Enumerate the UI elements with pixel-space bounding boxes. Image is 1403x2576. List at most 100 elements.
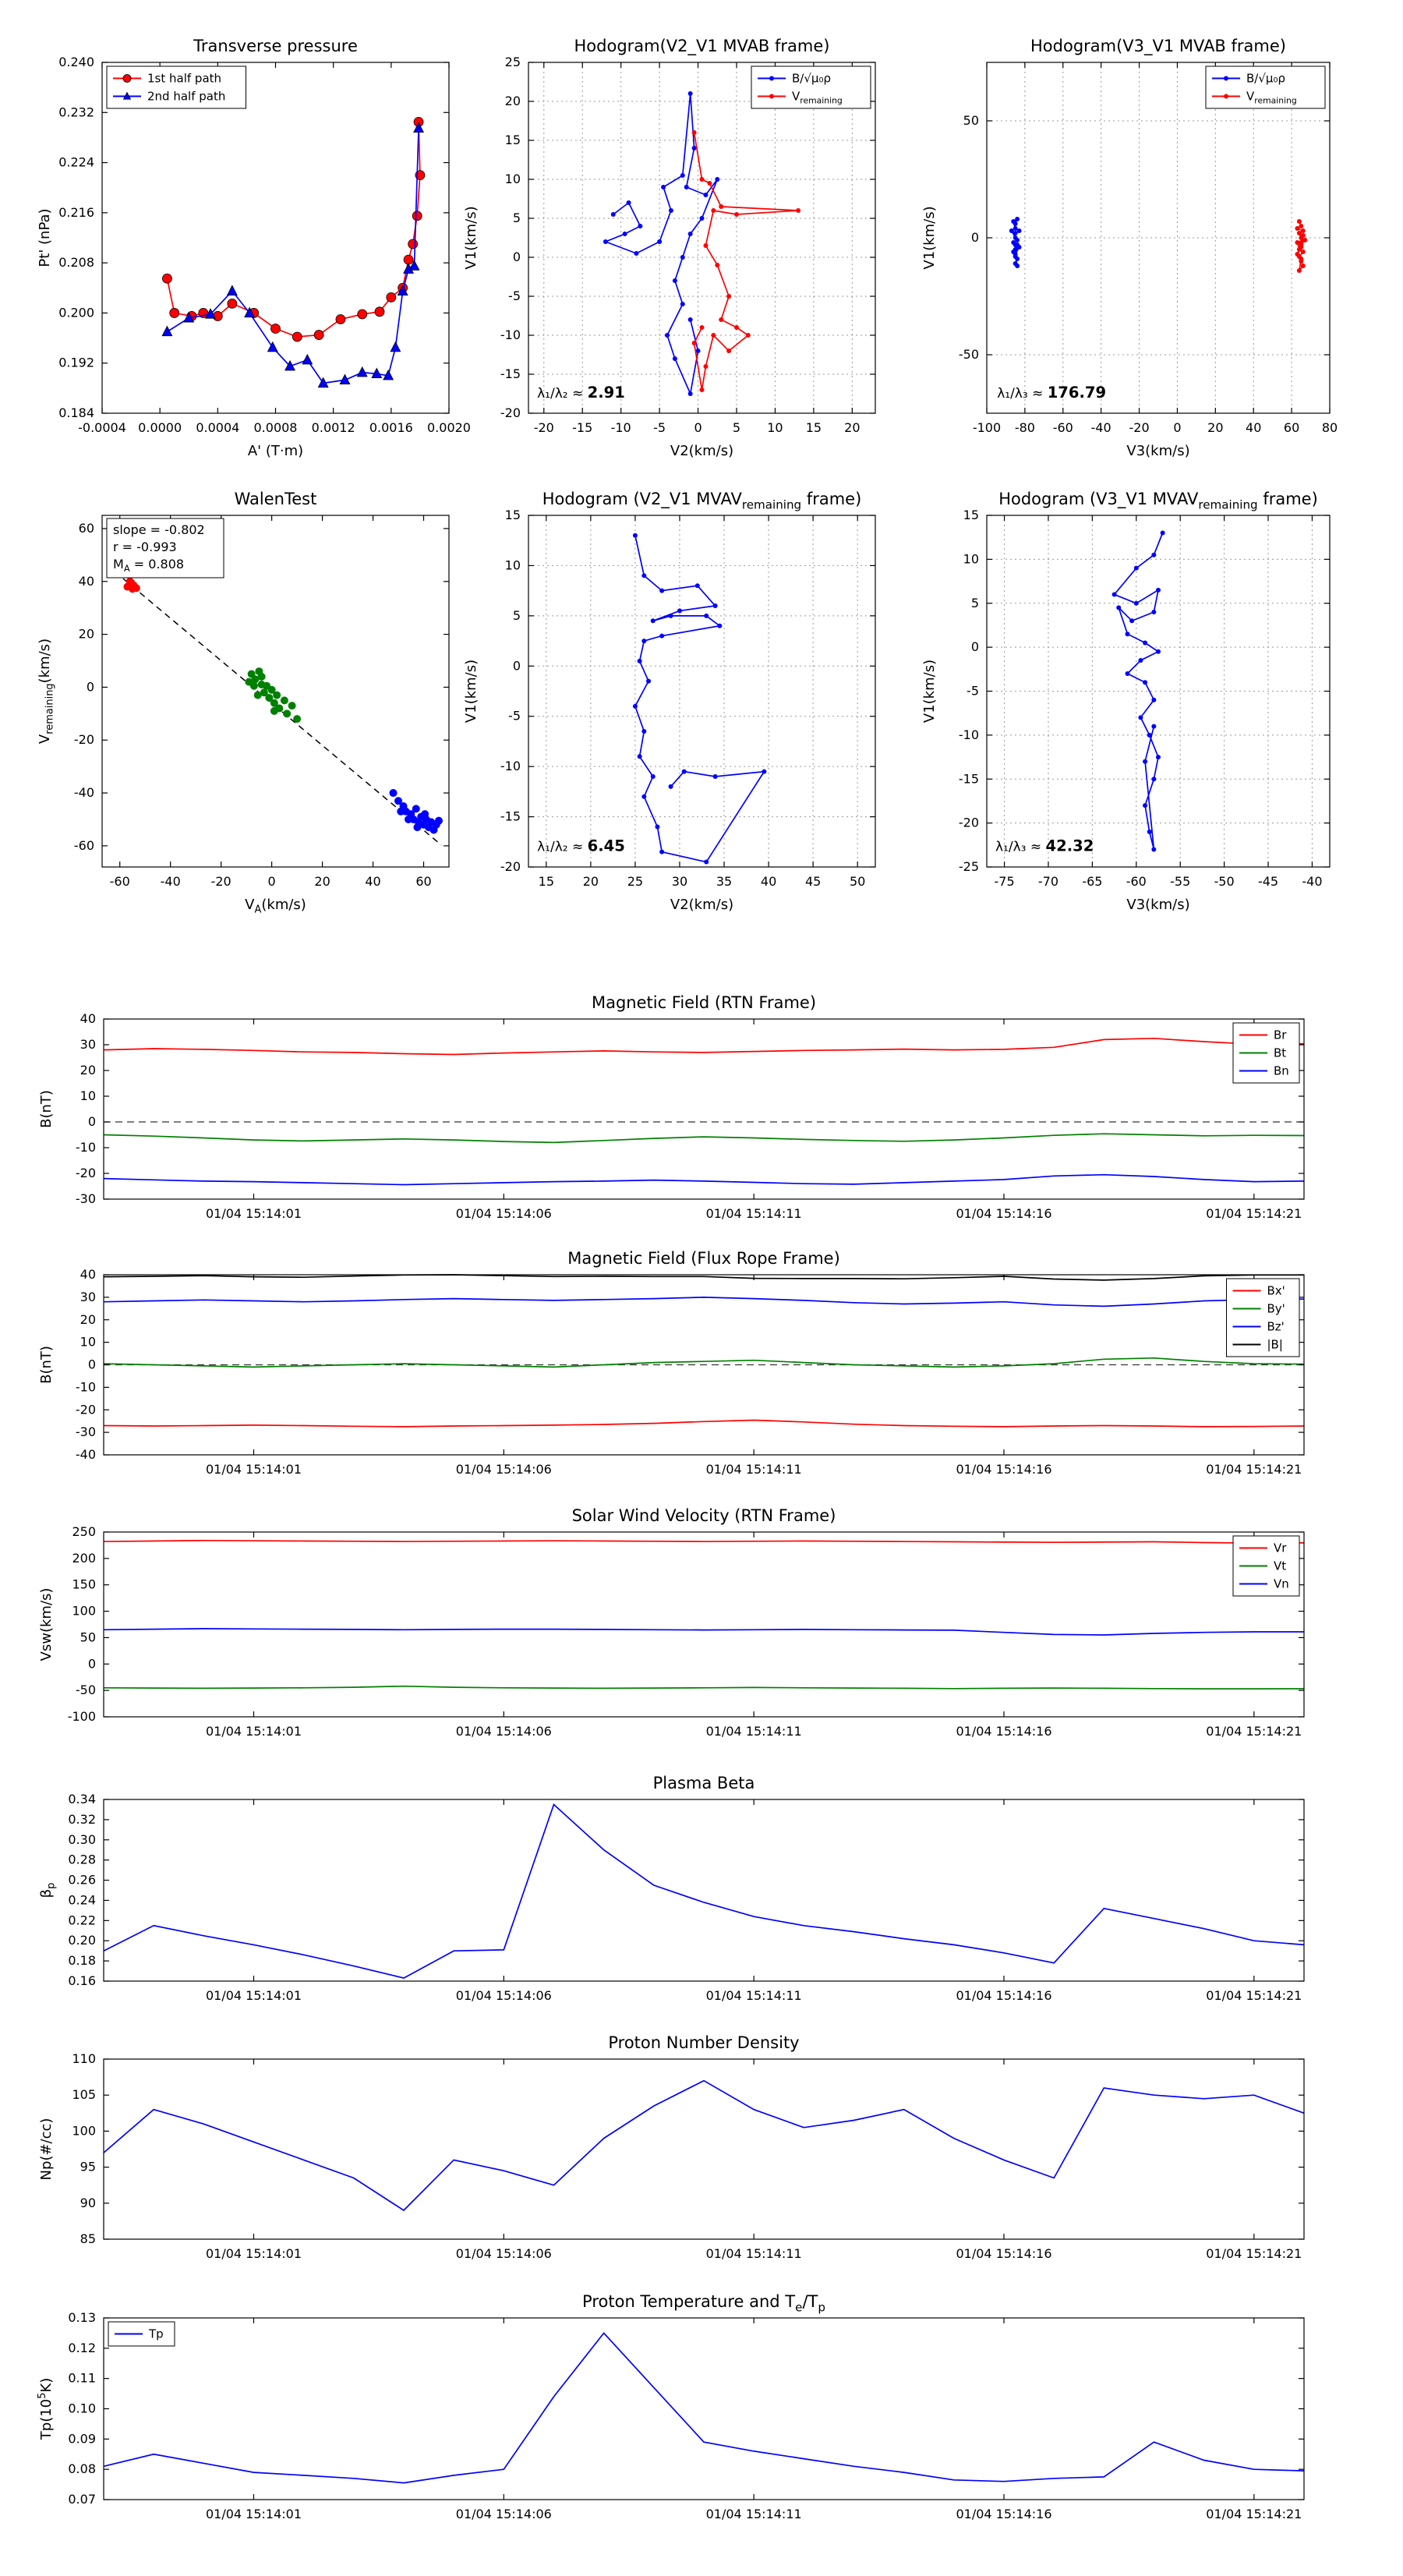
info-box (106, 518, 224, 579)
x-tick-label: 15 (806, 420, 822, 435)
x-tick-label: -5 (653, 420, 666, 435)
y-tick-label: -30 (76, 1424, 96, 1439)
y-tick-label: 0.224 (58, 155, 94, 170)
y-tick-label: 0 (513, 249, 521, 264)
x-axis-label: V2(km/s) (670, 443, 733, 459)
series-v-remaining (691, 130, 801, 392)
y-tick-label: -5 (508, 709, 521, 724)
title-hodogram-v2v1-mvav: Hodogram (V2_V1 MVAVremaining frame) (542, 490, 862, 511)
y-tick-label: 0.24 (68, 1892, 96, 1907)
title-magnetic-field-flux-rope: Magnetic Field (Flux Rope Frame) (567, 1249, 840, 1268)
x-tick-label: 0.0020 (427, 420, 471, 435)
y-tick-label: 0.22 (68, 1913, 96, 1927)
annotation: λ₁/λ₂ ≈ 2.91 (537, 384, 625, 402)
panel-solar-wind-velocity-rtn: 01/04 15:14:01 01/04 15:14:06 01/04 15:14:… (38, 1506, 1305, 1739)
y-tick-label: 0.18 (68, 1953, 96, 1968)
title-proton-number-density: Proton Number Density (608, 2033, 799, 2052)
series-vr (103, 1539, 1305, 1545)
y-tick-label: -20 (500, 405, 521, 420)
y-tick-label: 5 (971, 596, 979, 610)
x-tick-label: 25 (627, 874, 643, 889)
y-tick-label: 0.216 (58, 205, 94, 220)
info-box-line: r = -0.993 (113, 540, 177, 554)
y-tick-label: 20 (80, 1063, 96, 1077)
y-tick-label: -10 (76, 1140, 96, 1155)
panel-magnetic-field-rtn: 01/04 15:14:01 01/04 15:14:06 01/04 15:14:… (38, 993, 1305, 1221)
y-tick-label: -40 (74, 785, 94, 800)
y-tick-label: -25 (959, 859, 979, 874)
y-tick-label: 0.208 (58, 255, 94, 270)
y-axis-label: B(nT) (38, 1346, 55, 1384)
y-axis-label: Vremaining(km/s) (37, 639, 56, 744)
x-tick-label: 01/04 15:14:21 (1206, 1462, 1302, 1477)
y-axis-label: V1(km/s) (463, 660, 479, 723)
legend-solar-wind-velocity-rtn: Vr Vt Vn (1232, 1535, 1300, 1597)
x-tick-label: 45 (805, 874, 821, 889)
legend-label: By' (1267, 1302, 1285, 1316)
y-tick-label: -5 (508, 288, 521, 303)
y-tick-label: 15 (505, 133, 521, 147)
annotation: λ₁/λ₃ ≈ 176.79 (997, 384, 1106, 402)
x-tick-label: -40 (1302, 874, 1322, 889)
y-tick-label: -20 (76, 1166, 96, 1180)
y-tick-label: 40 (80, 1011, 96, 1026)
y-tick-label: 50 (80, 1629, 96, 1644)
y-axis-label: V1(km/s) (921, 660, 938, 723)
y-tick-label: -50 (76, 1683, 96, 1697)
legend-label: |B| (1267, 1338, 1283, 1352)
y-axis-label: V1(km/s) (921, 206, 938, 269)
x-tick-label: 01/04 15:14:16 (956, 2507, 1051, 2521)
series-beta-p (103, 1803, 1305, 1980)
y-tick-label: 0.34 (68, 1792, 96, 1806)
x-tick-label: 01/04 15:14:01 (206, 1462, 302, 1477)
y-tick-label: -15 (500, 366, 521, 381)
x-tick-label: 5 (733, 420, 740, 435)
y-tick-label: 0 (88, 1656, 96, 1671)
x-tick-label: 01/04 15:14:06 (456, 1988, 552, 2003)
y-tick-label: 100 (72, 1604, 96, 1619)
x-tick-label: 20 (314, 874, 330, 889)
x-tick-label: 01/04 15:14:01 (206, 1988, 302, 2003)
y-axis-label: Tp(105K) (37, 2378, 55, 2440)
x-tick-label: 01/04 15:14:21 (1206, 1988, 1302, 2003)
x-tick-label: -20 (211, 874, 231, 889)
legend-label: Bn (1274, 1064, 1289, 1078)
axes-border (528, 515, 876, 868)
x-axis-label: V2(km/s) (670, 897, 733, 913)
y-tick-label: -10 (959, 727, 979, 742)
y-axis-label: Vsw(km/s) (38, 1588, 55, 1661)
x-tick-label: 0.0008 (254, 420, 298, 435)
x-tick-label: 01/04 15:14:16 (956, 1206, 1051, 1221)
y-tick-label: 20 (505, 94, 521, 108)
y-tick-label: 10 (505, 557, 521, 572)
x-tick-label: 35 (716, 874, 732, 889)
y-tick-label: 10 (80, 1335, 96, 1350)
y-tick-label: 5 (513, 608, 521, 623)
legend-label: Bx' (1267, 1284, 1285, 1298)
x-tick-label: -10 (611, 420, 631, 435)
legend-label: Tp (148, 2327, 164, 2341)
y-tick-label: -10 (500, 759, 521, 773)
y-tick-label: 0 (971, 639, 979, 654)
x-tick-label: -40 (1091, 420, 1111, 435)
x-tick-label: 01/04 15:14:11 (706, 1462, 802, 1477)
y-tick-label: 15 (505, 508, 521, 522)
x-tick-label: 40 (365, 874, 380, 889)
y-tick-label: 0.200 (58, 305, 94, 320)
title-hodogram-v3v1-mvab: Hodogram(V3_V1 MVAB frame) (1030, 37, 1286, 56)
legend-magnetic-field-flux-rope: Bx' By' Bz' |B| (1226, 1278, 1300, 1357)
y-tick-label: 40 (79, 574, 94, 589)
y-tick-label: -20 (74, 732, 94, 747)
legend-transverse-pressure: 1st half path 2nd half path (106, 65, 246, 109)
axes-border (101, 515, 450, 868)
y-tick-label: 5 (513, 211, 521, 225)
title-plasma-beta: Plasma Beta (653, 1774, 755, 1792)
x-tick-label: 01/04 15:14:16 (956, 1462, 1051, 1477)
x-tick-label: 60 (1284, 420, 1299, 435)
title-walen-test: WalenTest (235, 490, 317, 508)
x-tick-label: 20 (583, 874, 599, 889)
y-tick-label: 0.32 (68, 1812, 96, 1827)
y-tick-label: 0.184 (58, 405, 94, 420)
x-tick-label: 01/04 15:14:21 (1206, 2507, 1302, 2521)
x-tick-label: 01/04 15:14:11 (706, 2507, 802, 2521)
